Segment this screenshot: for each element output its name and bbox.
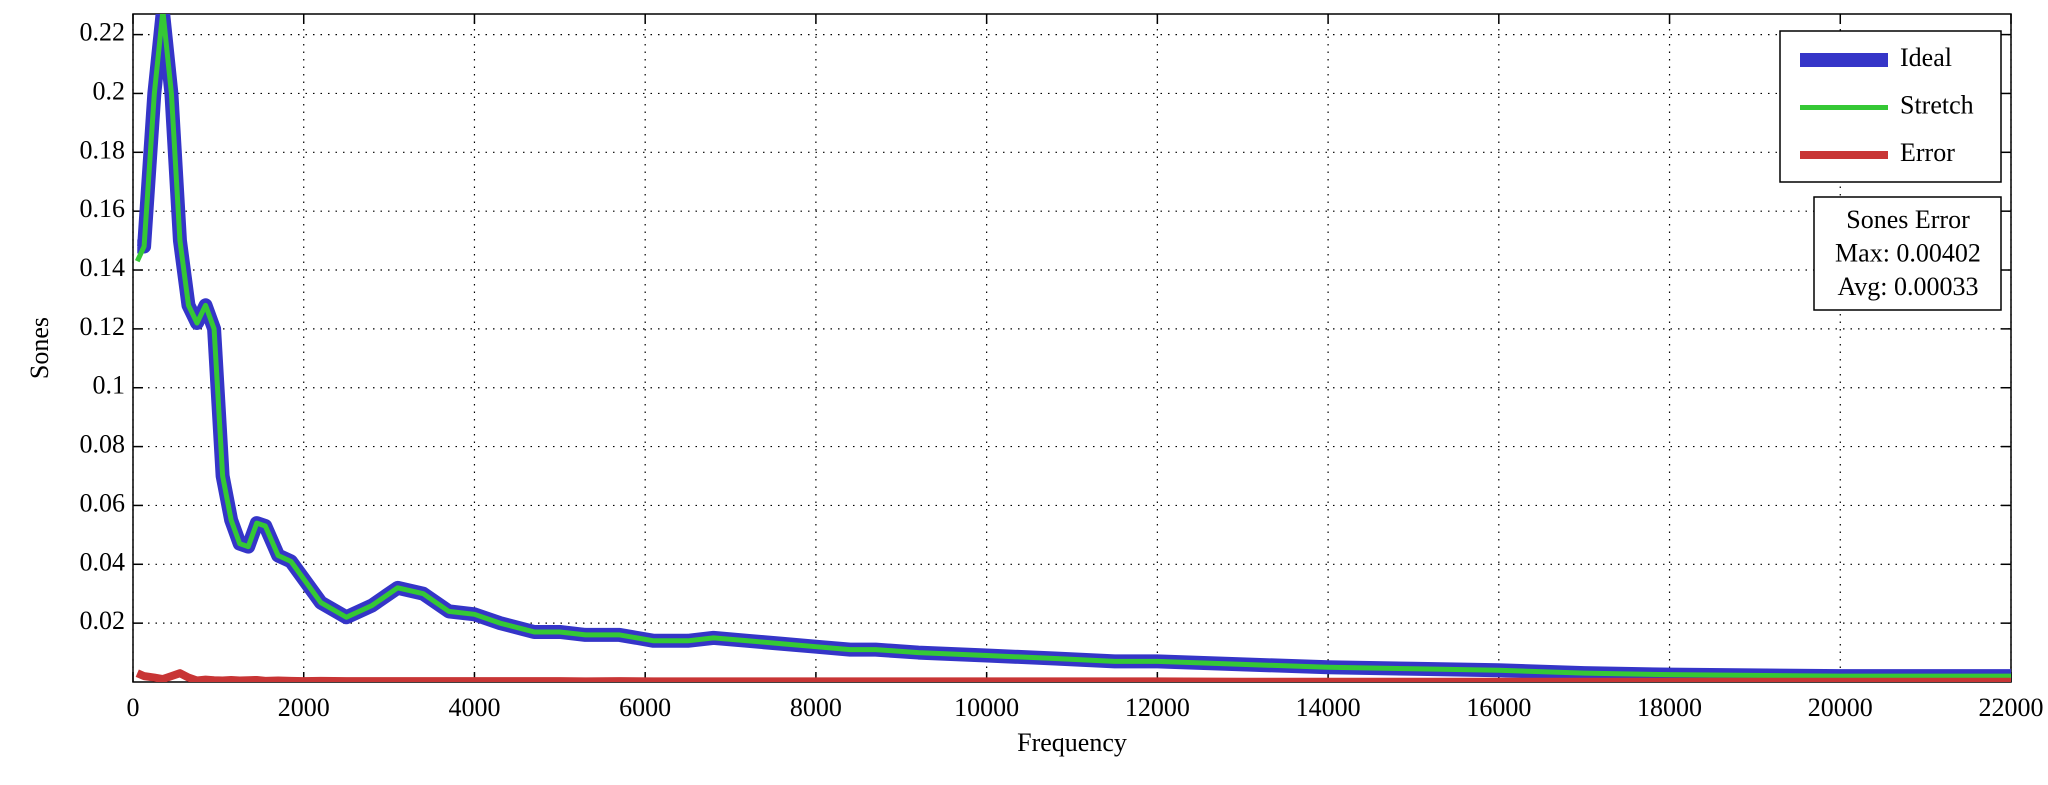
- x-tick-label: 14000: [1296, 693, 1361, 722]
- series-line: [135, 669, 2011, 682]
- x-tick-label: 10000: [954, 693, 1019, 722]
- y-tick-label: 0.22: [80, 18, 126, 47]
- x-tick-label: 6000: [619, 693, 671, 722]
- annotation-text: Avg: 0.00033: [1837, 272, 1978, 301]
- legend-label: Stretch: [1900, 90, 1974, 119]
- y-tick-label: 0.08: [80, 430, 126, 459]
- x-tick-label: 22000: [1979, 693, 2044, 722]
- x-axis-label: Frequency: [1017, 728, 1127, 757]
- y-tick-label: 0.2: [93, 76, 126, 105]
- y-tick-label: 0.02: [80, 606, 126, 635]
- y-axis-label: Sones: [25, 317, 54, 379]
- annotation-text: Max: 0.00402: [1835, 238, 1981, 267]
- y-tick-label: 0.18: [80, 135, 126, 164]
- x-tick-label: 20000: [1808, 693, 1873, 722]
- x-tick-label: 0: [127, 693, 140, 722]
- x-tick-label: 2000: [278, 693, 330, 722]
- x-tick-label: 16000: [1466, 693, 1531, 722]
- legend-label: Ideal: [1900, 43, 1952, 72]
- x-tick-label: 18000: [1637, 693, 1702, 722]
- x-tick-label: 8000: [790, 693, 842, 722]
- annotation-box: [1813, 196, 2002, 311]
- x-tick-label: 4000: [448, 693, 500, 722]
- y-tick-label: 0.12: [80, 312, 126, 341]
- x-tick-label: 12000: [1125, 693, 1190, 722]
- y-tick-label: 0.14: [80, 253, 126, 282]
- y-tick-label: 0.16: [80, 194, 126, 223]
- annotation-text: Sones Error: [1846, 205, 1970, 234]
- y-tick-label: 0.06: [80, 488, 126, 517]
- legend-label: Error: [1900, 138, 1955, 167]
- series-line: [135, 14, 2011, 679]
- y-tick-label: 0.1: [93, 371, 126, 400]
- y-tick-label: 0.04: [80, 547, 126, 576]
- plot-lines: [135, 14, 2011, 682]
